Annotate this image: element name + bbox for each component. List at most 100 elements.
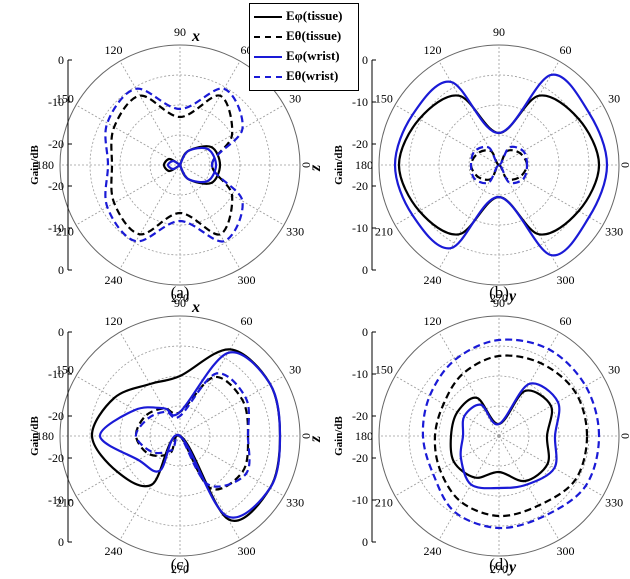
legend-label: Eθ(tissue) xyxy=(286,28,342,43)
grid-spoke xyxy=(119,60,181,166)
panel-caption: (b) xyxy=(489,283,509,302)
radial-tick-label: -20 xyxy=(352,137,368,151)
legend-label: Eφ(wrist) xyxy=(286,48,340,63)
angle-tick-label: 90 xyxy=(174,25,186,39)
angle-tick-label: 300 xyxy=(238,273,256,287)
grid-spoke xyxy=(179,435,285,497)
grid-spoke xyxy=(119,435,181,541)
angle-tick-label: 180 xyxy=(355,158,373,172)
angle-tick-label: 30 xyxy=(608,92,620,106)
series-e-tissue xyxy=(110,94,234,236)
grid-spoke xyxy=(75,104,181,166)
angle-tick-label: 150 xyxy=(375,363,393,377)
angle-tick-label: 120 xyxy=(424,43,442,57)
angle-tick-label: 180 xyxy=(36,429,54,443)
grid-spoke xyxy=(179,375,285,437)
angle-tick-label: 0 xyxy=(299,433,313,439)
angle-tick-label: 300 xyxy=(557,273,575,287)
angle-tick-label: 330 xyxy=(605,225,623,239)
radial-tick-label: -20 xyxy=(48,409,64,423)
series-e-tissue xyxy=(433,354,589,518)
legend-swatch xyxy=(254,36,282,38)
grid-spoke xyxy=(438,331,500,437)
axis-direction-z: z xyxy=(307,164,324,172)
polar-chart-c: 0 30 60 90 120 150 180 210 240 270 300 330 0 -10 -20 -2… xyxy=(29,296,324,576)
axis-direction-z: z xyxy=(307,435,324,443)
angle-tick-label: 0 xyxy=(618,162,630,168)
y-axis-title: Gain/dB xyxy=(333,144,345,184)
radial-tick-label: 0 xyxy=(362,325,368,339)
radial-tick-label: -20 xyxy=(48,137,64,151)
radial-tick-label: -10 xyxy=(48,493,64,507)
series-e-tissue xyxy=(90,348,282,522)
panel-caption: (d) xyxy=(489,555,509,574)
radial-tick-label: -20 xyxy=(352,409,368,423)
angle-tick-label: 90 xyxy=(493,296,505,310)
panel-caption: (a) xyxy=(171,283,190,302)
series-e-tissue xyxy=(449,389,554,483)
angle-tick-label: 90 xyxy=(174,296,186,310)
legend-label: Eφ(tissue) xyxy=(286,8,343,23)
angle-tick-label: 330 xyxy=(605,496,623,510)
legend-swatch xyxy=(254,76,282,78)
outer-ring xyxy=(378,44,620,286)
radial-tick-label: -20 xyxy=(48,451,64,465)
angle-tick-label: 270 xyxy=(171,291,189,305)
grid-spoke xyxy=(179,164,241,270)
angle-tick-label: 270 xyxy=(490,562,508,576)
grid-spoke xyxy=(119,164,181,270)
series-e-tissue xyxy=(134,375,250,491)
radial-tick-label: -20 xyxy=(48,179,64,193)
legend-swatch xyxy=(254,56,282,58)
radial-tick-label: 0 xyxy=(58,53,64,67)
series-e-tissue xyxy=(397,94,601,236)
angle-tick-label: 210 xyxy=(375,225,393,239)
radial-tick-label: -10 xyxy=(352,367,368,381)
legend-entry-etheta-wrist: Eθ(wrist) xyxy=(254,67,358,87)
angle-tick-label: 150 xyxy=(56,363,74,377)
y-axis-title: Gain/dB xyxy=(29,144,41,184)
radial-tick-label: -10 xyxy=(352,221,368,235)
grid-spoke xyxy=(394,104,500,166)
series-e-wrist xyxy=(98,351,282,519)
radial-tick-label: 0 xyxy=(58,325,64,339)
grid-spoke xyxy=(75,164,181,226)
angle-tick-label: 120 xyxy=(105,314,123,328)
grid-spoke xyxy=(179,60,241,166)
angle-tick-label: 30 xyxy=(608,363,620,377)
legend: Eφ(tissue) Eθ(tissue) Eφ(wrist) Eθ(wrist… xyxy=(249,3,359,91)
grid-spoke xyxy=(498,435,560,541)
axis-direction-x: x xyxy=(191,299,200,316)
angle-tick-label: 240 xyxy=(105,544,123,558)
grid-spoke xyxy=(498,60,560,166)
axis-direction-y: y xyxy=(507,559,517,576)
angle-tick-label: 0 xyxy=(299,162,313,168)
legend-swatch xyxy=(254,16,282,18)
polar-chart-d: 0 30 60 90 120 150 180 210 240 270 300 330 0 -10 -20 -2… xyxy=(333,296,630,576)
angle-tick-label: 60 xyxy=(241,314,253,328)
angle-tick-label: 270 xyxy=(171,562,189,576)
series-e-wrist xyxy=(421,338,601,530)
radial-tick-label: -20 xyxy=(352,179,368,193)
angle-tick-label: 210 xyxy=(375,496,393,510)
outer-ring xyxy=(378,315,620,557)
axis-direction-y: y xyxy=(507,288,517,305)
angle-tick-label: 300 xyxy=(557,544,575,558)
grid-spoke xyxy=(438,164,500,270)
grid-spoke xyxy=(498,164,604,226)
grid-spoke xyxy=(75,435,181,497)
legend-label: Eθ(wrist) xyxy=(286,68,339,83)
series-e-wrist xyxy=(104,87,244,243)
grid-spoke xyxy=(394,375,500,437)
angle-tick-label: 210 xyxy=(56,496,74,510)
radial-tick-label: 0 xyxy=(362,263,368,277)
angle-tick-label: 30 xyxy=(289,92,301,106)
radial-tick-label: -10 xyxy=(352,95,368,109)
grid-spoke xyxy=(75,375,181,437)
angle-tick-label: 180 xyxy=(36,158,54,172)
radial-tick-label: 0 xyxy=(58,263,64,277)
axis-direction-z: z xyxy=(626,164,630,172)
angle-tick-label: 60 xyxy=(560,314,572,328)
angle-tick-label: 240 xyxy=(424,273,442,287)
